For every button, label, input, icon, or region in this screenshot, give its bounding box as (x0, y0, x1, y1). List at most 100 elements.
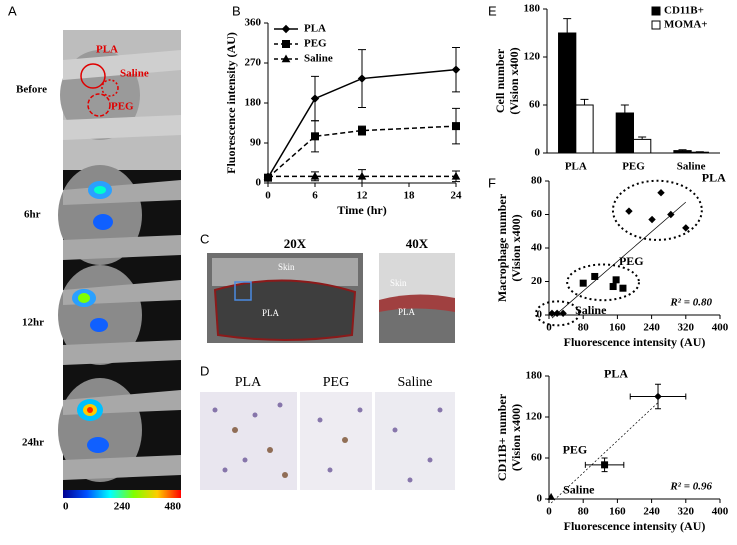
y-tick-label: 270 (245, 57, 262, 69)
marker (648, 215, 656, 224)
group-label: PLA (235, 375, 262, 390)
legend-label: Saline (304, 53, 333, 65)
legend-label: PLA (304, 23, 326, 35)
stain-image (300, 392, 372, 490)
series-line (267, 68, 457, 179)
x-tick-label: 80 (578, 322, 590, 334)
y-tick-label: 0 (537, 309, 543, 321)
marker (548, 309, 556, 318)
y-tick-label: 0 (256, 177, 262, 189)
marker (263, 171, 273, 180)
y-axis-label: Cell number (493, 48, 507, 113)
region-label: Saline (120, 68, 149, 80)
bar (690, 151, 709, 154)
marker (559, 309, 567, 318)
x-axis-label: Fluorescence intensity (AU) (564, 519, 706, 533)
x-axis-label: Time (hr) (337, 203, 386, 217)
x-tick-label: 6 (312, 190, 318, 202)
point-label: Saline (563, 483, 595, 497)
marker (657, 189, 665, 197)
x-tick-label: 240 (643, 322, 660, 334)
marker (654, 392, 662, 401)
marker (591, 272, 599, 280)
panel-label: E (488, 3, 497, 18)
panel-label: F (488, 175, 496, 190)
marker (601, 461, 609, 469)
x-tick-label: 320 (678, 506, 695, 518)
x-tick-label: 0 (546, 506, 552, 518)
bar (558, 32, 577, 154)
marker (667, 210, 675, 219)
cluster-outline (611, 179, 703, 241)
y-tick-label: 120 (526, 411, 543, 423)
x-tick-label: 24 (451, 190, 463, 202)
cluster-outline (534, 300, 581, 327)
legend-swatch (651, 6, 661, 16)
x-tick-label: PEG (622, 161, 645, 173)
region-outlines (80, 63, 119, 117)
colorbar (63, 490, 181, 498)
x-tick-label: 0 (265, 190, 271, 202)
legend-label: CD11B+ (664, 5, 704, 17)
y-tick-label: 180 (524, 3, 541, 15)
fit-line (551, 201, 687, 319)
group-label: PEG (323, 375, 349, 390)
panel-label: C (200, 231, 209, 246)
x-tick-label: 18 (404, 190, 416, 202)
marker (609, 283, 617, 291)
marker (612, 276, 620, 284)
y-tick-label: 60 (531, 208, 543, 220)
magnification: 40X (406, 236, 429, 251)
x-tick-label: 80 (578, 506, 590, 518)
marker (553, 309, 561, 318)
cluster-label: Saline (575, 303, 607, 317)
y-tick-label: 40 (531, 242, 543, 254)
panel-label: B (232, 3, 241, 18)
r-squared: R² = 0.80 (669, 297, 712, 309)
y-axis-label: Macrophage number (495, 193, 509, 302)
marker (357, 74, 367, 83)
region-label: PLA (96, 44, 118, 56)
y-tick-label: 360 (245, 17, 262, 29)
x-tick-label: 400 (712, 506, 729, 518)
legend-marker (281, 54, 291, 63)
cluster-outline (566, 263, 640, 302)
group-label: Saline (398, 375, 433, 390)
bar (673, 150, 692, 154)
tissue-label: Skin (278, 262, 295, 272)
signal-blobs (72, 181, 113, 453)
x-tick-label: 160 (609, 322, 626, 334)
x-axis-label: Fluorescence intensity (AU) (564, 335, 706, 349)
panel-label: D (200, 363, 209, 378)
error-bar (638, 136, 647, 140)
colorbar-tick: 240 (114, 501, 131, 513)
magnification: 20X (284, 236, 307, 251)
marker (310, 171, 320, 180)
cluster-label: PEG (619, 254, 644, 268)
y-axis-label: (Vision x400) (507, 47, 521, 114)
y-axis-label: (Vision x400) (509, 404, 523, 471)
y-axis-label: Fluorescence intensity (AU) (224, 32, 238, 174)
error-bar (620, 104, 629, 113)
y-tick-label: 180 (526, 370, 543, 382)
marker (579, 279, 587, 287)
x-tick-label: PLA (565, 161, 587, 173)
timepoint-label: 6hr (24, 209, 41, 221)
bar (633, 138, 652, 154)
panel-label: A (8, 3, 17, 18)
legend-swatch (651, 20, 661, 30)
legend-label: MOMA+ (664, 19, 708, 31)
fit-line (550, 402, 659, 504)
timepoint-label: 12hr (22, 317, 44, 329)
marker (619, 284, 627, 292)
point-label: PEG (563, 443, 588, 457)
y-tick-label: 20 (531, 275, 543, 287)
y-tick-label: 60 (529, 99, 541, 111)
marker (451, 65, 461, 74)
marker (547, 492, 555, 500)
bar (615, 112, 635, 154)
marker (452, 122, 460, 131)
y-tick-label: 180 (245, 97, 262, 109)
r-squared: R² = 0.96 (669, 481, 712, 493)
